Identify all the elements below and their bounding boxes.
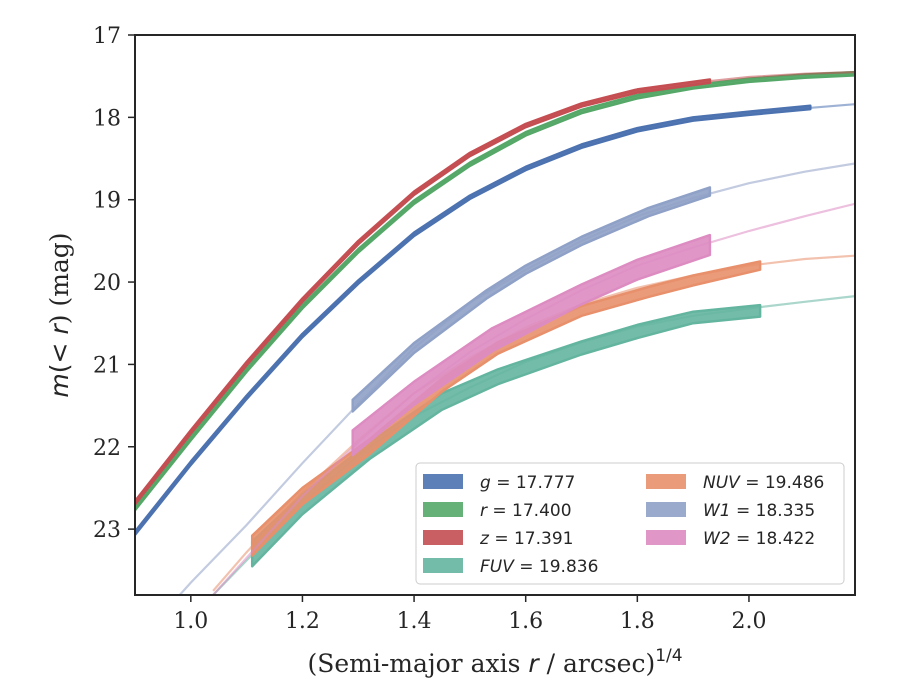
legend-band-w1: W1 (703, 501, 731, 521)
x-tick-label: 1.2 (285, 609, 320, 634)
legend-swatch-w1 (646, 502, 686, 517)
legend-label-r: r = 17.400 (480, 501, 572, 521)
legend-value-w2: = 18.422 (731, 529, 816, 549)
y-tick-label: 19 (93, 189, 121, 214)
legend-label-w1: W1 = 18.335 (703, 501, 815, 521)
y-tick-label: 23 (93, 518, 121, 543)
legend-swatch-fuv (423, 558, 463, 573)
legend-label-fuv: FUV = 19.836 (480, 557, 598, 577)
series-z-data-band (135, 78, 712, 506)
axes-layer: 1.0 1.2 1.4 1.6 1.8 2.0 17 18 19 20 21 22 23 (93, 24, 766, 634)
legend-swatch-r (423, 502, 463, 517)
y-axis-label-var: r (45, 323, 74, 335)
legend-band-nuv: NUV (703, 473, 741, 493)
x-axis-label-suffix: / arcsec) (539, 649, 656, 678)
y-tick-label: 18 (93, 106, 121, 131)
x-tick-label: 2.0 (731, 609, 766, 634)
legend-label-w2: W2 = 18.422 (703, 529, 815, 549)
x-tick-label: 1.0 (173, 609, 208, 634)
y-tick-label: 22 (93, 436, 121, 461)
x-axis-label: (Semi-major axis r / arcsec)1/4 (307, 646, 682, 678)
legend-label-nuv: NUV = 19.486 (703, 473, 824, 493)
legend-swatch-g (423, 474, 463, 489)
series-layer (135, 70, 855, 595)
legend-swatch-z (423, 530, 463, 545)
legend-band-g: g (480, 473, 491, 493)
x-tick-label: 1.6 (508, 609, 543, 634)
x-tick-label: 1.8 (620, 609, 655, 634)
series-g-data-band (135, 104, 812, 537)
series-w1-data-band (351, 186, 712, 413)
x-axis-label-sup: 1/4 (655, 646, 682, 666)
legend-swatch-w2 (646, 530, 686, 545)
legend-band-r: r (480, 501, 488, 521)
series-w2-data-band (351, 233, 712, 457)
y-axis-label-suffix: ) (mag) (45, 232, 74, 324)
legend-band-w2: W2 (703, 529, 731, 549)
y-tick-label: 21 (93, 353, 121, 378)
legend-value-g: = 17.777 (491, 473, 576, 493)
legend-value-r: = 17.400 (487, 501, 572, 521)
legend-value-w1: = 18.335 (731, 501, 816, 521)
x-axis-label-prefix: (Semi-major axis (307, 649, 528, 678)
legend-value-z: = 17.391 (489, 529, 574, 549)
legend-band-fuv: FUV (480, 557, 515, 577)
y-axis-label-mid: (< (45, 335, 74, 374)
legend-value-fuv: = 19.836 (514, 557, 599, 577)
legend-frame (415, 462, 845, 585)
y-axis-label-prefix: m (45, 373, 74, 397)
y-axis-label: m(< r) (mag) (45, 232, 74, 397)
plot-frame (134, 34, 856, 596)
legend-value-nuv: = 19.486 (740, 473, 825, 493)
legend-swatch-nuv (646, 474, 686, 489)
legend-label-g: g = 17.777 (480, 473, 575, 493)
series-r-data-band (135, 70, 855, 512)
y-tick-label: 20 (93, 271, 121, 296)
x-axis-label-var: r (528, 649, 540, 678)
legend-band-z: z (479, 529, 490, 549)
y-tick-label: 17 (93, 24, 121, 49)
x-tick-label: 1.4 (397, 609, 432, 634)
legend-label-z: z = 17.391 (479, 529, 573, 549)
